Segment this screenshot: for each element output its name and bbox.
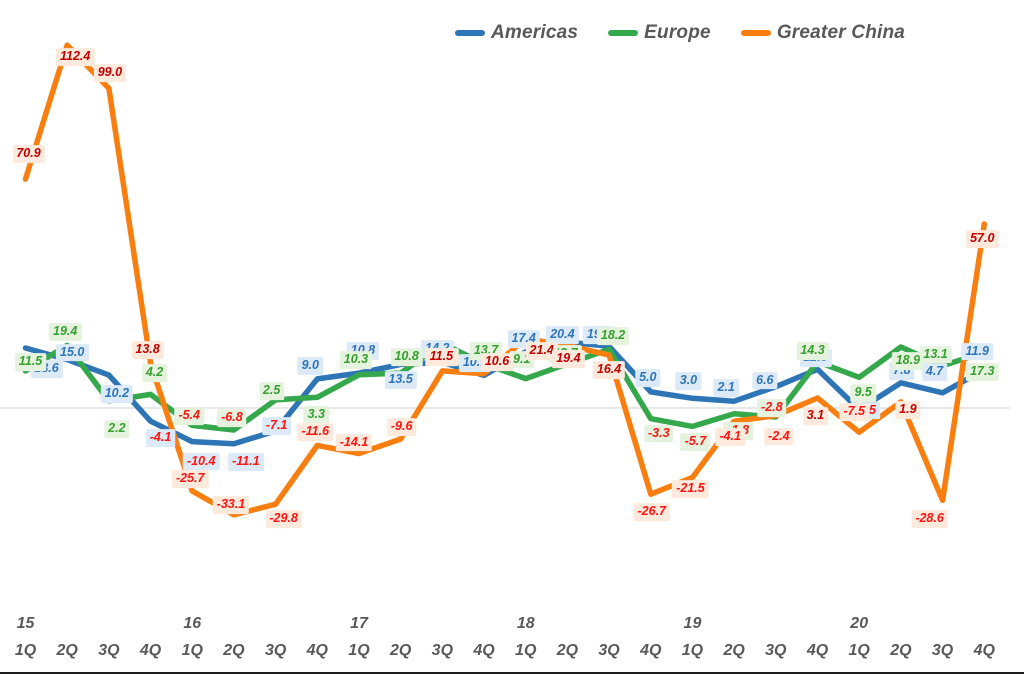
value-label-americas-3Q-2: 10.2 (100, 385, 134, 403)
value-label-europe-1Q-16: -5.7 (680, 433, 711, 452)
value-label-europe-1Q-20: 9.5 (850, 384, 876, 403)
legend-swatch-americas (455, 30, 485, 36)
year-tick-label: 18 (516, 615, 535, 632)
quarter-tick-label: 1Q (515, 642, 537, 659)
value-label-europe-4Q-23: 17.3 (966, 363, 999, 382)
value-label-greater-china-2Q-9: -9.6 (386, 418, 417, 436)
value-label-americas-2Q-5: -11.1 (228, 452, 264, 471)
value-label-americas-4Q-15: 5.0 (635, 368, 661, 387)
value-label-americas-3Q-6: -7.1 (261, 417, 292, 435)
quarter-tick-label: 1Q (848, 642, 870, 659)
quarter-tick-label: 1Q (181, 642, 203, 659)
value-label-europe-2Q-21: 18.9 (891, 352, 925, 370)
value-label-americas-1Q-4: -10.4 (182, 452, 220, 471)
value-label-europe-3Q-14: 18.2 (596, 327, 630, 346)
legend-label-europe: Europe (644, 22, 711, 43)
quarter-tick-label: 3Q (431, 642, 454, 659)
value-label-greater-china-2Q-13: 19.4 (552, 350, 585, 369)
value-label-americas-2Q-17: 2.1 (713, 379, 739, 398)
value-label-greater-china-1Q-0: 70.9 (12, 145, 45, 163)
legend-item-greater-china: Greater China (740, 22, 906, 44)
value-label-europe-1Q-4: -5.4 (174, 407, 205, 426)
quarter-tick-label: 4Q (306, 642, 328, 659)
value-label-greater-china-2Q-5: -33.1 (212, 495, 250, 514)
value-label-greater-china-2Q-17: -4.1 (715, 428, 745, 447)
quarter-tick-label: 4Q (473, 642, 495, 659)
quarter-tick-label: 2Q (723, 642, 745, 659)
legend-swatch-greater-china (740, 30, 771, 36)
value-label-europe-4Q-7: 3.3 (303, 406, 329, 425)
value-label-greater-china-3Q-18: -2.4 (764, 427, 794, 446)
value-label-americas-2Q-9: 13.5 (384, 371, 417, 390)
value-label-americas-2Q-13: 20.4 (546, 326, 579, 345)
quarter-tick-label: 1Q (348, 642, 370, 659)
value-label-europe-1Q-0: 11.5 (14, 353, 47, 371)
value-label-americas-4Q-7: 9.0 (297, 357, 323, 375)
value-label-europe-3Q-18: -2.8 (757, 399, 787, 417)
legend-item-americas: Americas (455, 22, 578, 44)
quarter-tick-label: 2Q (223, 642, 245, 659)
legend-label-greater-china: Greater China (776, 22, 906, 43)
value-label-americas-4Q-23: 11.9 (961, 342, 993, 361)
value-label-greater-china-3Q-10: 11.5 (425, 348, 458, 366)
value-label-greater-china-3Q-6: -29.8 (265, 510, 302, 529)
legend-item-europe: Europe (608, 22, 711, 44)
value-label-europe-4Q-19: 14.3 (796, 341, 829, 360)
value-label-greater-china-3Q-2: 99.0 (93, 64, 127, 83)
year-tick-label: 20 (850, 615, 869, 632)
quarter-tick-label: 1Q (681, 642, 704, 659)
value-label-greater-china-1Q-16: -21.5 (672, 480, 709, 499)
value-label-americas-1Q-16: 3.0 (675, 372, 702, 391)
value-label-greater-china-4Q-15: -26.7 (633, 503, 671, 522)
value-label-europe-2Q-9: 10.8 (390, 348, 423, 366)
value-label-greater-china-1Q-12: 21.4 (525, 342, 558, 360)
value-label-europe-1Q-8: 10.3 (339, 350, 373, 369)
quarter-tick-label: 1Q (14, 642, 37, 659)
year-tick-label: 17 (350, 615, 368, 632)
quarter-tick-label: 2Q (890, 642, 912, 659)
quarter-tick-label: 3Q (931, 642, 954, 659)
value-label-europe-4Q-15: -3.3 (643, 424, 674, 443)
value-label-greater-china-4Q-19: 3.1 (802, 407, 829, 425)
quarter-tick-label: 3Q (98, 642, 120, 659)
value-label-europe-2Q-5: -6.8 (217, 409, 247, 427)
quarter-tick-label: 2Q (56, 642, 78, 659)
quarter-tick-label: 2Q (556, 642, 579, 659)
legend-swatch-europe (608, 30, 639, 36)
year-tick-label: 15 (16, 615, 35, 632)
value-label-greater-china-4Q-11: 10.6 (480, 352, 514, 371)
quarter-tick-label: 4Q (640, 642, 662, 659)
value-label-greater-china-4Q-7: -11.6 (297, 423, 334, 442)
value-label-greater-china-1Q-4: -25.7 (171, 470, 209, 488)
value-label-greater-china-4Q-3: 13.8 (131, 341, 164, 360)
value-label-europe-2Q-1: 19.4 (49, 323, 82, 342)
chart-legend: Americas Europe Greater China (455, 22, 905, 44)
value-label-greater-china-4Q-23: 57.0 (966, 230, 999, 248)
legend-label-americas: Americas (491, 22, 579, 43)
quarter-tick-label: 4Q (139, 642, 162, 659)
value-label-americas-4Q-3: -4.1 (145, 429, 176, 448)
year-tick-label: 19 (683, 615, 702, 632)
value-label-europe-4Q-3: 4.2 (141, 364, 168, 383)
quarter-tick-label: 4Q (973, 642, 995, 659)
value-label-europe-3Q-2: 2.2 (104, 420, 130, 438)
year-tick-label: 16 (183, 615, 202, 632)
value-label-greater-china-2Q-21: 1.9 (895, 400, 921, 419)
value-label-americas-3Q-18: 6.6 (752, 371, 778, 390)
value-label-americas-2Q-1: 15.0 (56, 343, 89, 362)
value-label-europe-3Q-22: 13.1 (919, 345, 952, 364)
value-label-europe-3Q-6: 2.5 (258, 382, 285, 400)
quarter-tick-label: 4Q (806, 642, 829, 659)
value-label-greater-china-3Q-14: 16.4 (592, 361, 626, 379)
value-label-greater-china-1Q-8: -14.1 (335, 433, 373, 452)
value-label-americas-3Q-22: 4.7 (921, 362, 948, 381)
value-label-greater-china-3Q-22: -28.6 (911, 510, 948, 529)
quarter-tick-label: 2Q (389, 642, 412, 659)
value-label-greater-china-1Q-20: -7.5 (839, 403, 869, 422)
quarter-tick-label: 3Q (264, 642, 287, 659)
quarter-tick-label: 3Q (598, 642, 620, 659)
quarter-tick-label: 3Q (765, 642, 787, 659)
value-label-greater-china-2Q-1: 112.4 (55, 48, 95, 67)
